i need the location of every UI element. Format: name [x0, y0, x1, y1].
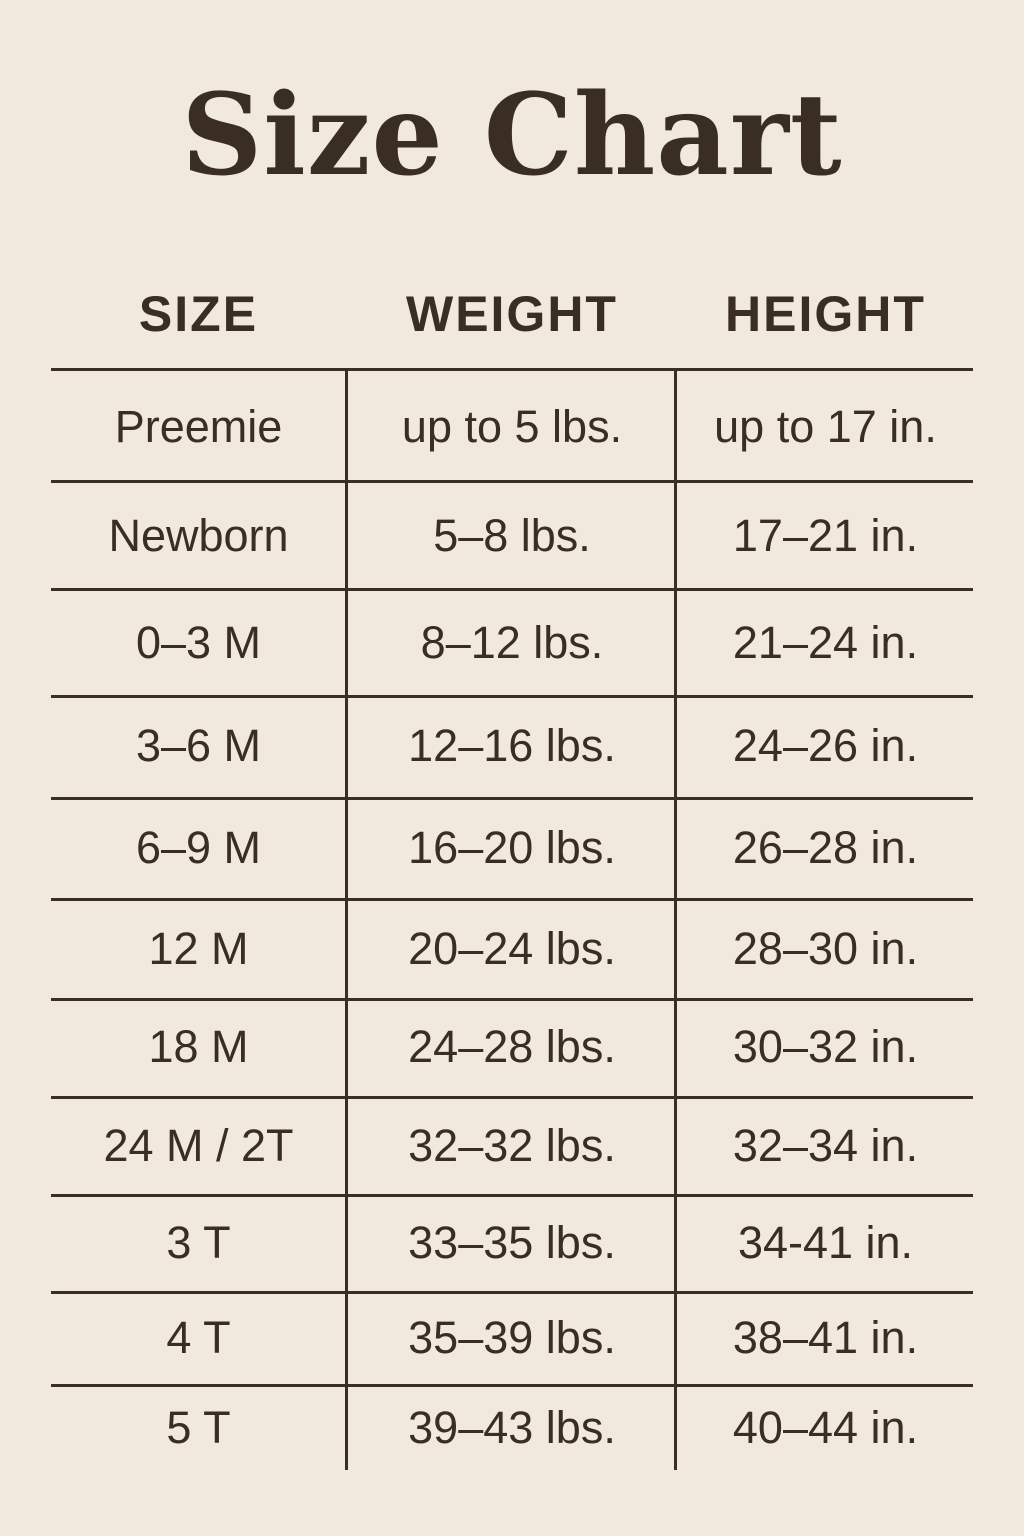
row-divider: [51, 898, 973, 901]
cell-height: up to 17 in.: [714, 401, 937, 452]
cell-height: 30–32 in.: [732, 1021, 919, 1072]
cell-height: 32–34 in.: [732, 1120, 919, 1171]
cell-size: Preemie: [114, 401, 283, 452]
row-divider: [51, 1291, 973, 1294]
cell-size: 4 T: [166, 1312, 231, 1363]
cell-weight: 5–8 lbs.: [433, 510, 591, 561]
cell-weight: 39–43 lbs.: [408, 1402, 616, 1453]
cell-height: 26–28 in.: [732, 822, 919, 873]
cell-height: 21–24 in.: [732, 617, 919, 668]
cell-weight: 20–24 lbs.: [408, 923, 616, 974]
cell-height: 34-41 in.: [737, 1217, 914, 1268]
row-divider: [51, 368, 973, 371]
cell-size: 3–6 M: [135, 720, 262, 771]
cell-weight: up to 5 lbs.: [401, 401, 623, 452]
cell-size: 3 T: [166, 1217, 231, 1268]
cell-height: 17–21 in.: [732, 510, 919, 561]
cell-height: 38–41 in.: [732, 1312, 919, 1363]
cell-height: 24–26 in.: [732, 720, 919, 771]
cell-weight: 35–39 lbs.: [408, 1312, 616, 1363]
cell-weight: 16–20 lbs.: [408, 822, 616, 873]
row-divider: [51, 1384, 973, 1387]
column-header-weight: WEIGHT: [406, 286, 618, 342]
page-title: Size Chart: [181, 70, 843, 201]
row-divider: [51, 588, 973, 591]
cell-size: Newborn: [108, 510, 289, 561]
column-divider: [345, 369, 348, 1470]
cell-size: 5 T: [166, 1402, 231, 1453]
cell-size: 0–3 M: [135, 617, 262, 668]
cell-size: 18 M: [148, 1021, 249, 1072]
cell-weight: 24–28 lbs.: [408, 1021, 616, 1072]
cell-weight: 8–12 lbs.: [420, 617, 604, 668]
row-divider: [51, 998, 973, 1001]
cell-size: 24 M / 2T: [103, 1120, 294, 1171]
row-divider: [51, 695, 973, 698]
row-divider: [51, 1194, 973, 1197]
row-divider: [51, 1096, 973, 1099]
cell-weight: 12–16 lbs.: [408, 720, 616, 771]
row-divider: [51, 797, 973, 800]
column-divider: [674, 369, 677, 1470]
cell-height: 28–30 in.: [732, 923, 919, 974]
cell-weight: 33–35 lbs.: [408, 1217, 616, 1268]
column-header-size: SIZE: [138, 286, 259, 342]
cell-height: 40–44 in.: [732, 1402, 919, 1453]
cell-size: 12 M: [148, 923, 249, 974]
cell-size: 6–9 M: [135, 822, 262, 873]
column-header-height: HEIGHT: [725, 286, 926, 342]
cell-weight: 32–32 lbs.: [408, 1120, 616, 1171]
row-divider: [51, 480, 973, 483]
